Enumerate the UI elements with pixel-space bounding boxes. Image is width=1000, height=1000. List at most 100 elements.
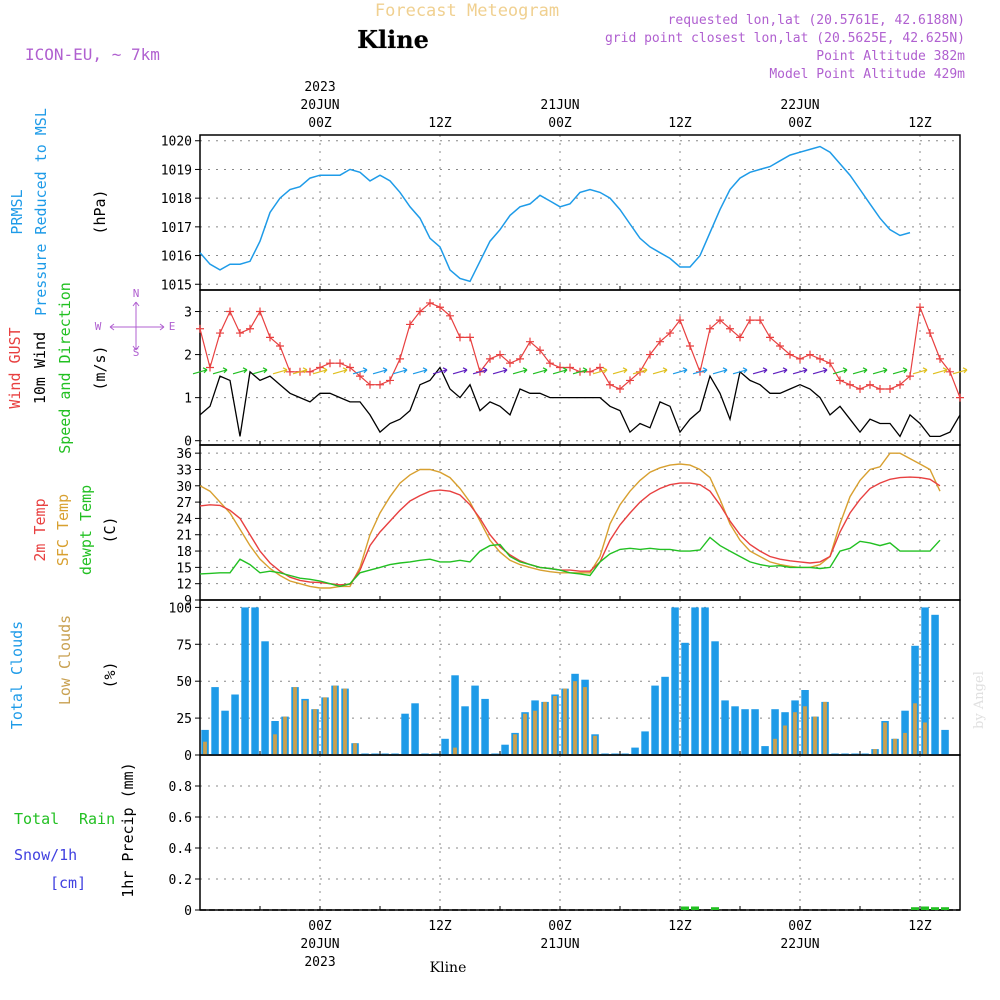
gust-point xyxy=(786,350,794,359)
top-date-label: 21JUN xyxy=(540,98,579,113)
y-tick-label: 33 xyxy=(176,463,192,478)
gust-point xyxy=(486,354,494,363)
gust-point xyxy=(376,380,384,389)
low-cloud-bar xyxy=(303,700,307,755)
wind-panel: 0 1 2 3 xyxy=(184,289,968,450)
y-tick-label: 1018 xyxy=(161,192,192,207)
gust-point xyxy=(336,359,344,368)
low-cloud-bar xyxy=(353,743,357,755)
total-cloud-bar xyxy=(901,710,909,755)
wind-direction-arrow xyxy=(432,367,448,375)
dewpt-label: dewpt Temp xyxy=(77,485,95,575)
precip-panel: 0 0.2 0.4 0.6 0.8 xyxy=(169,754,961,919)
gust-point xyxy=(756,316,764,325)
low-cloud-bar xyxy=(553,696,557,755)
total-cloud-bar xyxy=(701,607,709,755)
top-hour-label: 00Z xyxy=(308,116,332,131)
total-cloud-bar xyxy=(641,731,649,755)
gust-point xyxy=(836,376,844,385)
compass-north: N xyxy=(133,287,140,300)
point-altitude: Point Altitude 382m xyxy=(816,49,965,64)
top-hour-label: 00Z xyxy=(548,116,572,131)
y-tick-label: 36 xyxy=(176,447,192,462)
y-tick-label: 12 xyxy=(176,578,192,593)
low-cloud-bar xyxy=(883,722,887,755)
wind-direction-arrow xyxy=(832,367,848,375)
low-cloud-bar xyxy=(523,713,527,755)
gust-point xyxy=(506,359,514,368)
top-hour-label: 12Z xyxy=(668,116,692,131)
total-cloud-bar xyxy=(771,709,779,755)
gust-point xyxy=(246,324,254,333)
gust-point xyxy=(346,363,354,372)
gust-point xyxy=(736,333,744,342)
gridpoint-coords: grid point closest lon,lat (20.5625E, 42… xyxy=(605,31,965,46)
total-cloud-bar xyxy=(921,607,929,755)
rain-bar xyxy=(931,907,939,910)
wind-direction-arrow xyxy=(232,367,248,375)
y-tick-label: 50 xyxy=(176,675,192,690)
gust-point xyxy=(416,307,424,316)
sfc-temp-label: SFC Temp xyxy=(54,494,72,566)
bottom-year-label: 2023 xyxy=(304,955,335,970)
dewpt-line xyxy=(199,536,941,588)
wind-direction-arrow xyxy=(452,367,468,375)
wind-direction-arrow xyxy=(352,367,368,375)
clouds-unit: (%) xyxy=(101,661,119,688)
low-cloud-bar xyxy=(533,710,537,755)
low-cloud-bar xyxy=(783,725,787,755)
y-tick-label: 27 xyxy=(176,496,192,511)
snow-unit-label: [cm] xyxy=(50,874,86,892)
gust-point xyxy=(896,380,904,389)
gust-point xyxy=(306,367,314,376)
gust-point xyxy=(616,385,624,394)
wind-direction-arrow xyxy=(772,367,788,375)
gust-point xyxy=(456,333,464,342)
low-clouds-label: Low Clouds xyxy=(56,615,74,705)
total-cloud-bar xyxy=(751,709,759,755)
wind-unit: (m/s) xyxy=(91,345,109,390)
gust-point xyxy=(216,329,224,338)
gust-point xyxy=(956,393,964,402)
gust-point xyxy=(676,316,684,325)
low-cloud-bar xyxy=(513,734,517,755)
gust-point xyxy=(806,350,814,359)
credit-label: by Angel xyxy=(972,671,987,729)
total-cloud-bar xyxy=(401,713,409,755)
bottom-time-axis: 00Z 20JUN 2023 12Z 00Z 21JUN 12Z 00Z 22JUN 12Z xyxy=(300,919,931,970)
total-cloud-bar xyxy=(731,706,739,755)
gust-point xyxy=(236,329,244,338)
wind-direction-arrow xyxy=(532,367,548,375)
y-tick-label: 25 xyxy=(176,712,192,727)
bottom-hour-label: 00Z xyxy=(308,919,332,934)
wind-direction-arrow xyxy=(212,367,228,375)
gust-point xyxy=(926,329,934,338)
wind-direction-arrow xyxy=(852,367,868,375)
low-cloud-bar xyxy=(773,738,777,755)
wind-direction-arrow xyxy=(312,367,328,375)
low-cloud-bar xyxy=(573,681,577,755)
gust-point xyxy=(846,380,854,389)
gust-point xyxy=(796,354,804,363)
compass-east: E xyxy=(169,320,176,333)
compass-arrows xyxy=(109,301,165,351)
gust-point xyxy=(596,363,604,372)
gust-point xyxy=(666,329,674,338)
total-cloud-bar xyxy=(501,744,509,755)
total-cloud-bar xyxy=(261,641,269,755)
rain-bar xyxy=(691,906,699,910)
gust-point xyxy=(716,316,724,325)
low-cloud-bar xyxy=(903,732,907,755)
gust-point xyxy=(586,367,594,376)
rain-bar xyxy=(681,906,689,910)
total-clouds-label: Total Clouds xyxy=(8,621,26,729)
bottom-date-label: 22JUN xyxy=(780,937,819,952)
wind-direction-arrow xyxy=(372,367,388,375)
gust-point xyxy=(326,359,334,368)
gust-point xyxy=(566,363,574,372)
total-cloud-bar xyxy=(651,685,659,755)
total-cloud-bar xyxy=(691,607,699,755)
gust-point xyxy=(646,350,654,359)
y-tick-label: 30 xyxy=(176,480,192,495)
